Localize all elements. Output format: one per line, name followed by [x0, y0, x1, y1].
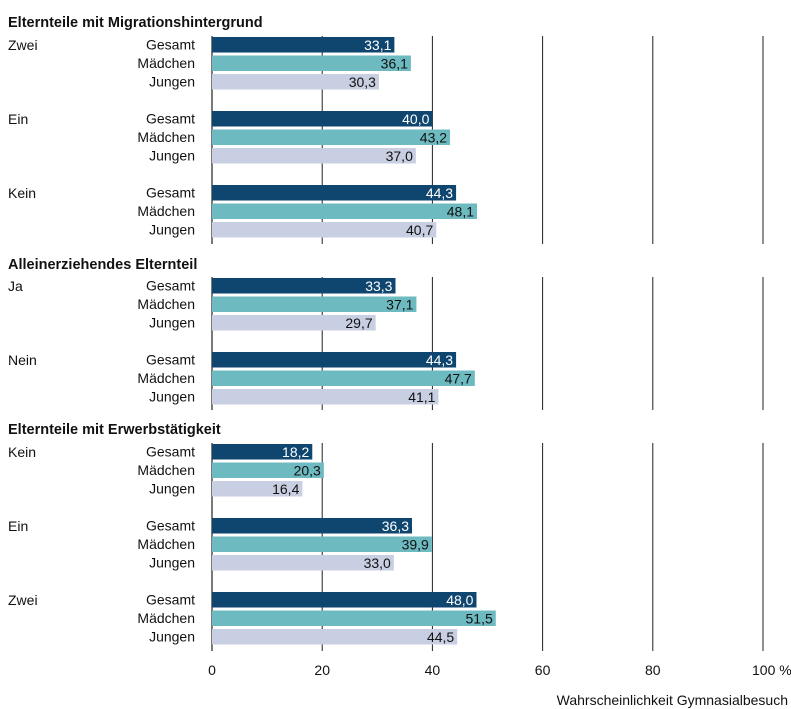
- bar-jungen: [212, 389, 439, 405]
- bar-maedchen: [212, 536, 432, 552]
- data-label: 39,9: [402, 537, 429, 553]
- data-label: 36,3: [382, 518, 409, 534]
- data-label: 37,1: [386, 297, 413, 313]
- x-axis-label: Wahrscheinlichkeit Gymnasialbesuch: [557, 692, 788, 708]
- bar-gesamt: [212, 444, 313, 460]
- group-label: Nein: [8, 352, 37, 368]
- data-label: 20,3: [294, 463, 321, 479]
- series-label: Jungen: [149, 629, 195, 645]
- data-label: 33,3: [365, 278, 392, 294]
- bar-jungen: [212, 222, 437, 238]
- group-label: Zwei: [8, 592, 38, 608]
- series-label: Gesamt: [146, 352, 195, 368]
- series-label: Mädchen: [137, 203, 195, 219]
- series-label: Jungen: [149, 481, 195, 497]
- group-label: Ein: [8, 518, 28, 534]
- group-label: Zwei: [8, 37, 38, 53]
- bar-gesamt: [212, 592, 477, 608]
- data-label: 48,1: [447, 204, 474, 220]
- group-label: Kein: [8, 444, 36, 460]
- section-title: Elternteile mit Erwerbstätigkeit: [8, 422, 221, 438]
- data-label: 51,5: [466, 611, 493, 627]
- group-label: Ja: [8, 278, 23, 294]
- data-label: 33,1: [364, 37, 391, 53]
- data-label: 40,0: [402, 111, 429, 127]
- series-label: Jungen: [149, 222, 195, 238]
- bar-gesamt: [212, 518, 413, 534]
- bar-maedchen: [212, 55, 411, 71]
- series-label: Mädchen: [137, 610, 195, 626]
- bar-jungen: [212, 74, 379, 90]
- bar-gesamt: [212, 37, 395, 53]
- data-label: 33,0: [364, 555, 391, 571]
- section-title: Alleinerziehendes Elternteil: [8, 257, 197, 273]
- labels: Elternteile mit Migrationshintergrund Zwe…: [8, 15, 493, 645]
- series-label: Jungen: [149, 389, 195, 405]
- data-label: 18,2: [282, 444, 309, 460]
- series-label: Jungen: [149, 148, 195, 164]
- data-label: 48,0: [446, 592, 473, 608]
- bar-maedchen: [212, 203, 478, 219]
- data-label: 36,1: [381, 56, 408, 72]
- data-label: 44,3: [426, 185, 453, 201]
- data-label: 47,7: [445, 371, 472, 387]
- tick-label: 60: [535, 662, 551, 678]
- tick-label: 80: [645, 662, 661, 678]
- data-label: 44,3: [426, 352, 453, 368]
- series-label: Gesamt: [146, 111, 195, 127]
- tick-label: 0: [208, 662, 216, 678]
- series-label: Jungen: [149, 315, 195, 331]
- data-label: 43,2: [420, 130, 447, 146]
- data-label: 30,3: [349, 74, 376, 90]
- data-label: 41,1: [408, 389, 435, 405]
- section-title: Elternteile mit Migrationshintergrund: [8, 15, 263, 31]
- bar-maedchen: [212, 129, 451, 145]
- x-axis: 0 20 40 60 80 100 % Wahrscheinlichkeit Gymnasi…: [208, 662, 791, 708]
- series-label: Mädchen: [137, 536, 195, 552]
- bar-jungen: [212, 629, 458, 645]
- bar-maedchen: [212, 610, 496, 626]
- series-label: Gesamt: [146, 518, 195, 534]
- series-label: Gesamt: [146, 278, 195, 294]
- series-label: Mädchen: [137, 55, 195, 71]
- series-label: Gesamt: [146, 592, 195, 608]
- series-label: Mädchen: [137, 296, 195, 312]
- series-label: Mädchen: [137, 462, 195, 478]
- data-label: 40,7: [406, 222, 433, 238]
- tick-label: 20: [314, 662, 330, 678]
- series-label: Mädchen: [137, 129, 195, 145]
- series-label: Mädchen: [137, 370, 195, 386]
- tick-label: 100 %: [752, 662, 791, 678]
- bar-maedchen: [212, 296, 417, 312]
- bar-gesamt: [212, 352, 457, 368]
- data-label: 29,7: [345, 315, 372, 331]
- series-label: Jungen: [149, 74, 195, 90]
- bar-gesamt: [212, 185, 457, 201]
- data-label: 44,5: [427, 629, 454, 645]
- bar-gesamt: [212, 278, 396, 294]
- series-label: Gesamt: [146, 37, 195, 53]
- bar-maedchen: [212, 462, 324, 478]
- bar-jungen: [212, 148, 416, 164]
- bar-maedchen: [212, 370, 475, 386]
- bars: [212, 37, 496, 645]
- tick-label: 40: [425, 662, 441, 678]
- data-label: 37,0: [386, 148, 413, 164]
- series-label: Gesamt: [146, 185, 195, 201]
- bar-gesamt: [212, 111, 433, 127]
- group-label: Kein: [8, 185, 36, 201]
- group-label: Ein: [8, 111, 28, 127]
- data-label: 16,4: [272, 481, 299, 497]
- bar-jungen: [212, 481, 303, 497]
- bar-jungen: [212, 555, 394, 571]
- series-label: Jungen: [149, 555, 195, 571]
- series-label: Gesamt: [146, 444, 195, 460]
- bar-jungen: [212, 315, 376, 331]
